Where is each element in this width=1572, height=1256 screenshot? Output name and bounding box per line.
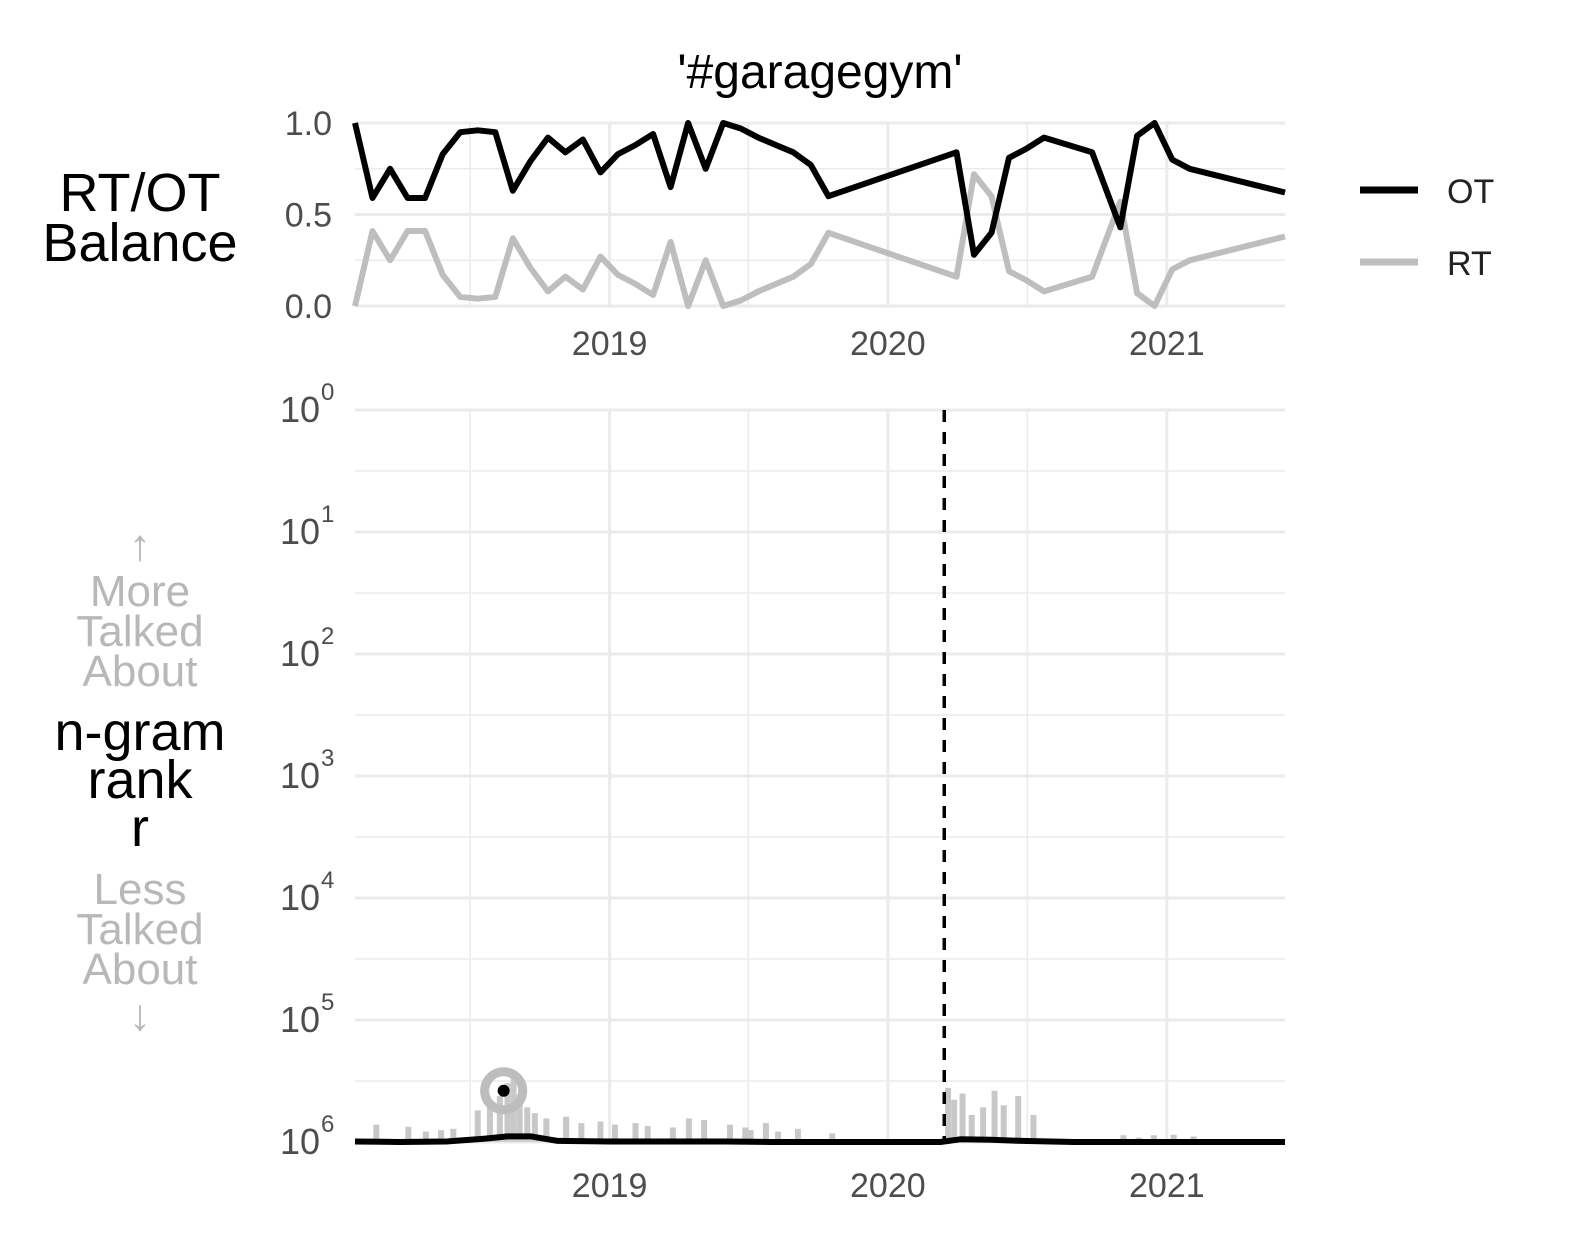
top-x-tick-label: 2020 [850,325,926,363]
top-x-tick-label: 2019 [572,325,648,363]
top-ylabel-line1: RT/OT [60,163,221,223]
bottom-y-tick-label: 10 6 [280,1111,334,1162]
bottom-x-tick-labels: 2019 2020 2021 [572,1167,1205,1205]
rank-ylabel-line2: rank [87,750,193,810]
legend-label-rt: RT [1447,245,1492,283]
top-panel: 0.0 0.5 1.0 2019 2020 2021 RT/OT Balance OT … [42,105,1494,363]
top-series [352,120,1286,309]
tick-exponent: 2 [321,623,334,650]
tick-exponent: 0 [321,379,334,406]
tick-base: 10 [280,999,320,1040]
tick-exponent: 5 [321,989,334,1016]
less-label: Less [94,865,187,914]
rank-ylabel: n-gram rank r [54,702,225,858]
about-label-up: About [83,647,198,696]
tick-base: 10 [280,755,320,796]
top-y-tick-label: 0.5 [285,197,332,235]
bottom-y-tick-label: 10 3 [280,745,334,796]
legend: OT RT [1360,173,1494,283]
bottom-y-tick-label: 10 1 [280,501,334,552]
highlight-group [480,1067,528,1115]
tick-exponent: 4 [321,867,334,894]
chart-title: '#garagegym' [677,46,962,99]
tick-base: 10 [280,511,320,552]
tick-base: 10 [280,877,320,918]
rank-ylabel-line1: n-gram [54,702,225,762]
top-y-tick-label: 0.0 [285,288,332,326]
bottom-x-tick-label: 2021 [1129,1167,1205,1205]
legend-label-ot: OT [1447,173,1494,211]
top-ylabel-line2: Balance [42,213,237,273]
tick-base: 10 [280,1121,320,1162]
top-y-tick-label: 1.0 [285,105,332,143]
about-label-down: About [83,945,198,994]
rank-ylabel-line3: r [131,798,149,858]
bottom-y-tick-label: 10 0 [280,379,334,430]
series-line-rt [352,171,1286,309]
bottom-series [354,1133,1285,1145]
bottom-y-tick-label: 10 4 [280,867,334,918]
top-x-tick-label: 2021 [1129,325,1205,363]
bottom-grid [355,408,1285,1144]
arrow-up-icon: ↑ [129,521,151,570]
more-label: More [90,567,190,616]
top-grid [355,121,1285,308]
tick-base: 10 [280,633,320,674]
talked-label-up: Talked [76,607,203,656]
rank-annotation-up: ↑ More Talked About [76,521,203,696]
tick-exponent: 1 [321,501,334,528]
rank-line-ot [354,1133,1285,1145]
arrow-down-icon: ↓ [129,991,151,1040]
highlight-ring [480,1067,528,1115]
bottom-x-tick-label: 2020 [850,1167,926,1205]
talked-label-down: Talked [76,905,203,954]
bottom-y-tick-label: 10 2 [280,623,334,674]
tick-base: 10 [280,389,320,430]
bottom-x-tick-label: 2019 [572,1167,648,1205]
top-y-tick-labels: 0.0 0.5 1.0 [285,105,332,326]
rank-annotation-down: Less Talked About ↓ [76,865,203,1040]
top-x-tick-labels: 2019 2020 2021 [572,325,1205,363]
tick-exponent: 3 [321,745,334,772]
highlight-point [497,1084,510,1097]
bottom-y-tick-label: 10 5 [280,989,334,1040]
series-line-ot [352,120,1286,258]
tick-exponent: 6 [321,1111,334,1138]
